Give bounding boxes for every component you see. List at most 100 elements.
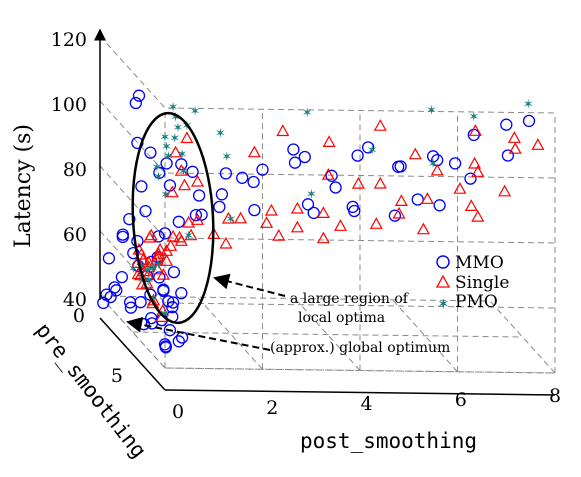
z-axis-label: Latency (s) [11,124,36,248]
data-point-pmo: ✶ [169,132,180,147]
data-point-mmo [102,252,116,265]
data-point-single [184,228,198,241]
y-tick-label: 5 [111,365,123,387]
data-point-single [373,119,387,131]
axis-lines [94,28,556,396]
data-point-single [498,184,512,197]
x-tick-label: 2 [266,397,278,419]
data-point-pmo: ✶ [160,188,171,203]
data-point-mmo [145,311,158,325]
data-point-pmo: ✶ [163,149,174,164]
data-point-pmo: ✶ [215,126,226,141]
annotation-region-line1: a large region of [290,291,410,307]
data-point-single [272,228,286,241]
data-point-mmo [411,193,424,206]
grid-line-floor [489,300,556,374]
data-point-single [182,215,196,228]
data-point-single [219,236,233,249]
data-point-mmo [166,301,179,314]
data-point-mmo [448,157,462,170]
data-point-mmo [301,198,315,211]
data-point-mmo [346,200,359,214]
x-axis-line [164,389,556,396]
data-point-single [416,222,430,235]
data-point-mmo [426,150,440,163]
data-point-pmo: ✶ [160,130,171,145]
legend-marker-star: ✶ [437,295,450,313]
data-point-pmo: ✶ [142,263,153,278]
grid-line-z [99,100,556,179]
data-point-single [141,268,155,281]
data-point-single [153,242,167,255]
data-point-single [420,192,434,204]
data-point-pmo: ✶ [225,212,236,227]
data-point-pmo: ✶ [302,106,313,121]
legend: MMO Single ✶ PMO [435,253,509,313]
data-point-single [156,268,170,280]
data-point-mmo [500,118,513,131]
y-tick-label: 0 [73,305,85,327]
data-point-single [464,199,478,211]
data-point-single [392,206,406,219]
data-point-mmo [135,180,148,193]
y-axis-line [99,317,166,391]
data-point-mmo [175,158,188,171]
data-point-mmo [139,204,152,218]
data-point-single [321,168,335,180]
data-point-single [164,239,178,251]
data-point-mmo [248,203,261,217]
data-point-single [316,206,330,218]
data-point-mmo [153,271,166,284]
data-point-mmo [236,171,249,184]
data-point-pmo: ✶ [306,188,317,203]
data-point-mmo [160,157,173,170]
data-point-mmo [287,143,300,156]
data-point-single [471,165,485,177]
grid-line-floor [294,298,361,371]
data-point-single [169,145,183,158]
data-point-mmo [158,227,172,240]
data-point-mmo [219,167,233,180]
grid-line-floor [197,296,263,370]
data-point-mmo [172,215,185,228]
data-point-pmo: ✶ [426,104,437,119]
grid-line-floor-y [132,331,523,338]
local-optima-region-ellipse [131,111,215,325]
data-point-mmo [433,199,446,212]
data-point-pmo: ✶ [148,292,159,307]
data-point-pmo: ✶ [153,258,164,273]
z-tick-label: 40 [63,289,87,311]
chart-grid [99,35,556,374]
x-tick-label: 4 [360,393,372,415]
data-point-mmo [132,89,146,102]
data-point-single [221,211,235,224]
data-point-single [468,124,482,136]
legend-item-mmo: MMO [436,253,504,273]
data-point-pmo: ✶ [128,262,139,277]
data-point-mmo [288,156,302,169]
data-point-single [290,201,304,214]
x-tick-label: 8 [549,385,561,407]
grid-line-floor [99,295,166,369]
grid-line-floor-y [164,367,556,374]
data-point-mmo [129,96,142,110]
data-point-single [316,231,330,244]
data-point-mmo [325,169,338,182]
annotation-global-optimum: (approx.) global optimum [270,340,450,356]
data-point-mmo [307,206,320,220]
data-point-single [144,228,158,241]
data-markers: ✶✶✶✶✶✶ ✶✶✶✶✶✶✶✶✶✶✶✶✶✶✶✶✶✶✶✶✶✶✶ ✶✶✶✶✶✶ [97,89,545,354]
z-tick-label: 80 [63,159,87,181]
data-point-pmo: ✶ [428,157,439,172]
data-point-mmo [159,340,172,353]
data-point-pmo: ✶ [221,150,232,165]
data-point-mmo [116,230,129,244]
data-point-mmo [144,146,157,159]
data-point-pmo: ✶ [177,147,188,162]
grid-line-floor [392,299,458,373]
data-point-mmo [501,149,515,162]
data-point-single [394,194,408,206]
data-point-mmo [388,209,402,222]
data-point-pmo: ✶ [147,262,158,277]
data-point-mmo [392,160,405,173]
